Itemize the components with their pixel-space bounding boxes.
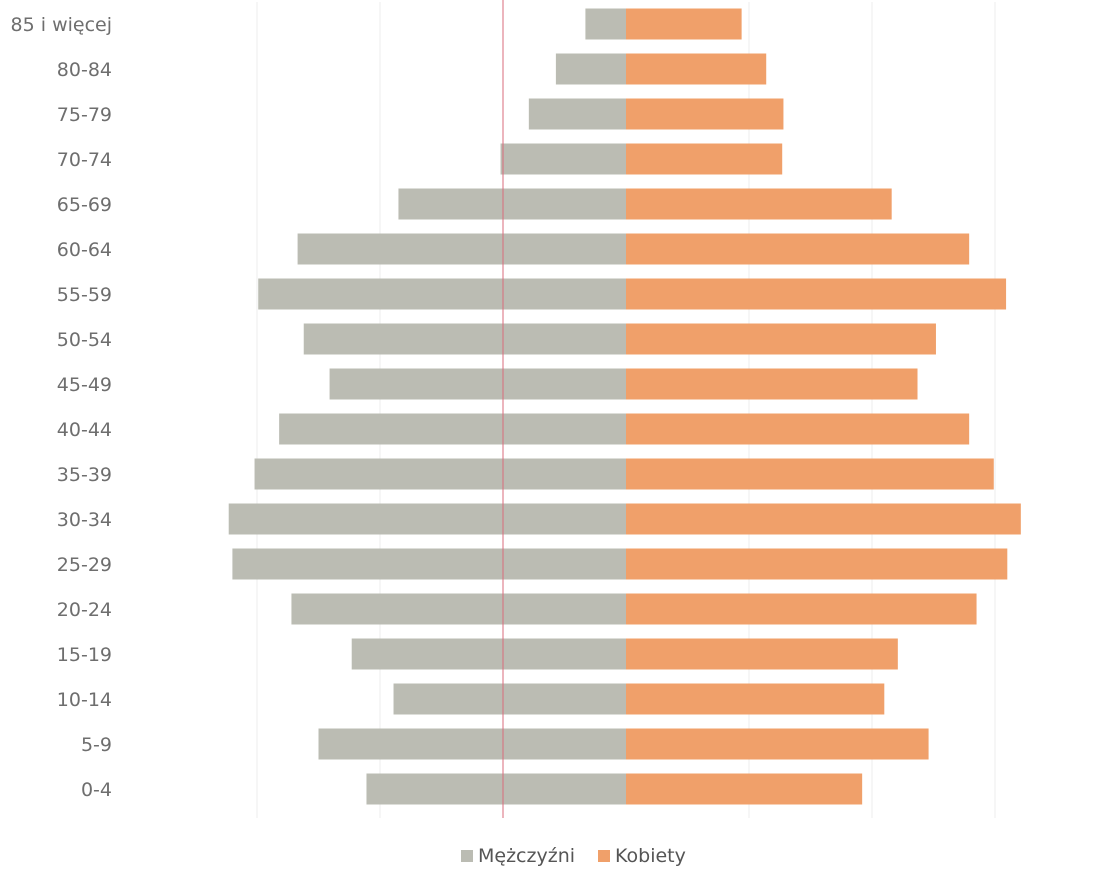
series-right [626,8,1021,805]
bar [626,278,1007,310]
bar [626,53,767,85]
legend-label: Mężczyźni [478,845,575,867]
bar [291,593,626,625]
category-labels: 85 i więcej 80-84 75-79 70-74 65-69 60-64 55-5… [11,14,112,801]
category-label: 45-49 [57,374,112,396]
legend: Mężczyźni Kobiety [461,845,686,867]
legend-swatch [598,850,610,862]
bar [626,368,918,400]
category-label: 80-84 [57,59,112,81]
category-label: 15-19 [57,644,112,666]
bar [626,548,1008,580]
category-label: 35-39 [57,464,112,486]
bar [626,503,1021,535]
category-label: 65-69 [57,194,112,216]
category-label: 30-34 [57,509,112,531]
bar [626,638,898,670]
category-label: 5-9 [81,734,112,756]
legend-item: Mężczyźni [461,845,575,867]
legend-swatch [461,850,473,862]
bar [626,458,994,490]
bar [626,683,885,715]
bar [626,773,863,805]
category-label: 75-79 [57,104,112,126]
category-label: 10-14 [57,689,112,711]
bar [626,233,970,265]
bar [555,53,626,85]
bar [626,413,970,445]
bar [258,278,626,310]
category-label: 50-54 [57,329,112,351]
category-label: 25-29 [57,554,112,576]
bar [351,638,626,670]
bar [232,548,626,580]
bar [626,593,977,625]
bar [279,413,626,445]
category-label: 70-74 [57,149,112,171]
legend-label: Kobiety [615,845,686,867]
bar [398,188,626,220]
bar [626,728,929,760]
bar [303,323,626,355]
bar [393,683,626,715]
category-label: 60-64 [57,239,112,261]
category-label: 0-4 [81,779,112,801]
bar [626,188,892,220]
bar [500,143,626,175]
bar [626,98,784,130]
bar [528,98,626,130]
series-left [228,8,627,805]
bar [585,8,626,40]
bar [626,143,783,175]
bar [254,458,627,490]
bar [297,233,626,265]
bar [228,503,626,535]
bar [366,773,626,805]
bar [318,728,626,760]
category-label: 55-59 [57,284,112,306]
bar [626,323,936,355]
category-label: 20-24 [57,599,112,621]
category-label: 85 i więcej [11,14,112,36]
bars [228,8,1021,805]
legend-item: Kobiety [598,845,686,867]
bar [626,8,742,40]
bar [329,368,626,400]
category-label: 40-44 [57,419,112,441]
